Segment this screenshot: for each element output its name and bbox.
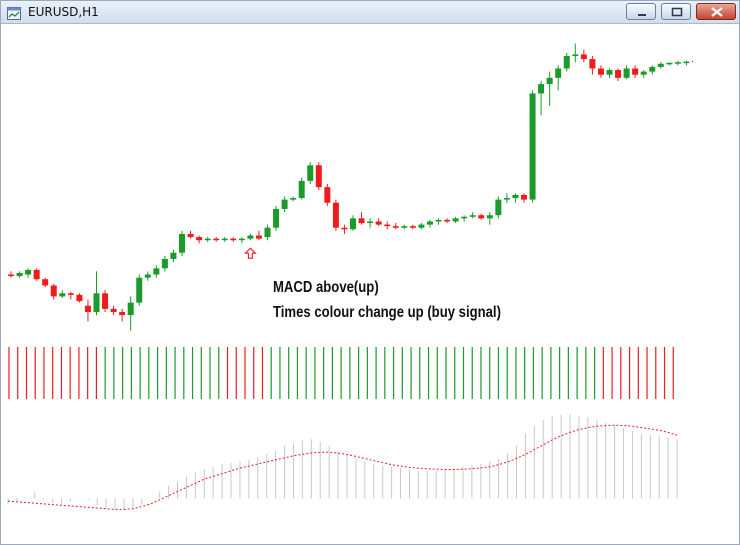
candle-body: [444, 219, 451, 222]
candle-body: [290, 198, 297, 200]
candle-body: [307, 165, 314, 181]
candle-body: [102, 293, 109, 309]
annotation-buy-signal: Times colour change up (buy signal): [273, 304, 501, 321]
maximize-icon: [671, 7, 683, 17]
candle-body: [213, 238, 220, 241]
candle-body: [692, 60, 693, 63]
candle-body: [324, 187, 331, 203]
candle-body: [486, 215, 493, 219]
candle-body: [674, 62, 681, 64]
candle-body: [512, 194, 519, 199]
candle-body: [418, 224, 425, 228]
candle-body: [8, 274, 14, 277]
candle-body: [538, 84, 545, 94]
candle-body: [341, 227, 348, 230]
candle-body: [521, 194, 527, 200]
candle-body: [495, 199, 502, 216]
candle-body: [426, 221, 433, 225]
candle-body: [358, 218, 365, 224]
candle-body: [546, 77, 553, 85]
candle-body: [384, 224, 391, 227]
chart-canvas[interactable]: [5, 27, 693, 542]
candle-body: [110, 308, 117, 313]
candle-body: [563, 55, 570, 69]
candle-body: [264, 227, 271, 238]
candle-body: [469, 215, 476, 217]
candle-body: [640, 71, 647, 75]
candle-body: [298, 180, 305, 199]
candle-body: [452, 218, 459, 222]
candle-body: [273, 208, 280, 228]
candle-body: [33, 269, 40, 280]
candle-body: [580, 54, 587, 60]
candle-body: [409, 226, 416, 228]
candle-body: [401, 226, 408, 228]
candle-body: [187, 233, 194, 238]
candle-body: [623, 68, 630, 78]
candle-body: [221, 238, 228, 241]
candle-body: [136, 277, 143, 303]
candle-body: [666, 62, 673, 65]
candle-body: [255, 235, 262, 239]
candle-body: [196, 237, 203, 241]
candle-body: [170, 252, 177, 259]
candle-body: [59, 293, 66, 297]
close-icon: [711, 7, 723, 17]
candle-body: [375, 221, 382, 225]
candle-body: [572, 54, 579, 56]
signal-line: [7, 424, 678, 510]
candle-body: [315, 165, 322, 188]
chart-area[interactable]: MACD above(up) Times colour change up (b…: [5, 27, 693, 542]
candle-body: [649, 66, 656, 72]
maximize-button[interactable]: [661, 3, 691, 20]
candle-body: [478, 215, 485, 219]
candle-body: [632, 68, 639, 75]
window-title: EURUSD,H1: [28, 5, 99, 19]
minimize-button[interactable]: [626, 3, 656, 20]
candle-body: [247, 235, 254, 239]
candle-body: [119, 312, 126, 316]
candle-body: [606, 70, 613, 75]
candle-body: [230, 238, 237, 241]
candle-body: [16, 272, 23, 277]
candle-body: [350, 218, 356, 230]
candle-body: [67, 293, 74, 295]
candle-body: [615, 70, 622, 78]
candle-body: [461, 216, 468, 219]
candle-body: [42, 279, 49, 286]
candle-body: [597, 68, 604, 75]
candle-body: [281, 199, 288, 209]
candle-body: [50, 285, 57, 297]
candle-body: [238, 238, 245, 241]
candle-body: [84, 305, 91, 313]
candle-body: [589, 59, 596, 69]
candle-body: [127, 302, 134, 316]
candle-body: [392, 226, 399, 228]
annotation-macd-above: MACD above(up): [273, 279, 379, 296]
candle-body: [555, 68, 562, 78]
candle-body: [529, 93, 536, 200]
title-bar[interactable]: EURUSD,H1: [1, 1, 739, 24]
chart-window-icon: [7, 5, 21, 20]
candle-body: [153, 268, 160, 275]
candle-body: [25, 269, 32, 275]
candle-body: [367, 221, 374, 224]
candle-body: [503, 198, 510, 200]
candle-body: [657, 63, 664, 67]
close-button[interactable]: [696, 3, 736, 20]
candle-body: [683, 61, 690, 64]
candle-body: [161, 258, 168, 269]
candle-body: [93, 293, 100, 313]
buy-signal-arrow: [244, 247, 257, 259]
candle-body: [204, 238, 211, 241]
minimize-icon: [638, 14, 646, 16]
candle-body: [332, 202, 339, 228]
candle-body: [76, 294, 83, 302]
candle-body: [179, 233, 185, 253]
candle-body: [144, 274, 151, 278]
candle-body: [435, 219, 442, 222]
